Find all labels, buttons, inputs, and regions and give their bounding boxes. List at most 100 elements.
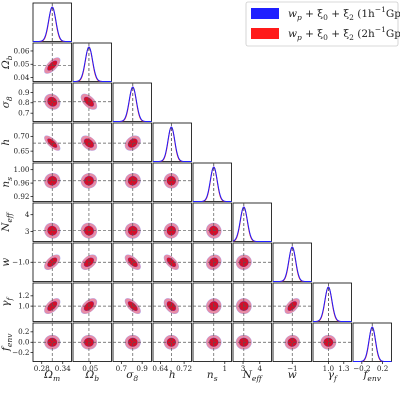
panel-frame: [152, 202, 192, 242]
panel-w-h: [152, 242, 192, 282]
contours: [73, 163, 112, 202]
x-tick-label: 0.9: [136, 364, 148, 373]
contours: [153, 243, 192, 282]
contours: [193, 203, 232, 242]
xlabel-gamma_f: γf: [328, 369, 338, 383]
y-tick-label: −0.2: [12, 348, 29, 357]
marginal-curve-series1: [353, 326, 392, 362]
marginal-curve-series1: [113, 86, 152, 122]
contour-68-series2: [128, 301, 138, 311]
ylabel-N_eff: Neff: [0, 211, 14, 233]
panel-n_s-Omega_b: [72, 162, 112, 202]
panel-Omega_m-Omega_m: [32, 2, 72, 42]
panel-h-h: [152, 122, 192, 162]
contours: [233, 323, 272, 362]
y-tick-label: 1.00: [13, 165, 29, 174]
xlabel-sigma_8: σ8: [126, 369, 138, 383]
xlabel-N_eff: Neff: [242, 369, 264, 383]
panel-n_s-n_s: [192, 162, 232, 202]
contours: [33, 83, 72, 122]
y-tick-label: 0.65: [13, 147, 29, 156]
ylabel-text: w: [0, 258, 12, 267]
contour-68-series2: [287, 337, 297, 347]
y-tick-label: 0.2: [18, 327, 29, 336]
contours: [273, 283, 312, 322]
panel-N_eff-h: [152, 202, 192, 242]
panel-N_eff-Omega_m: 43: [25, 202, 72, 242]
x-tick-label: 0.72: [176, 364, 192, 373]
ylabel-n_s: ns: [0, 177, 14, 188]
contours: [233, 243, 272, 282]
panel-n_s-Omega_m: 1.00 0.96 0.92: [13, 162, 72, 202]
contours: [193, 243, 232, 282]
y-tick-label: 0.8: [18, 98, 30, 107]
panel-w-sigma_8: [112, 242, 152, 282]
panel-sigma_8-Omega_b: [72, 82, 112, 122]
panel-w-n_s: [192, 242, 232, 282]
x-tick-label: 4: [257, 364, 262, 373]
xlabel-f_env: fenv: [363, 369, 382, 383]
panel-sigma_8-Omega_m: 0.90.8 0.7: [18, 82, 72, 122]
ylabel-f_env: fenv: [0, 333, 14, 352]
panel-gamma_f-h: [152, 282, 192, 322]
contours: [233, 283, 272, 322]
panel-gamma_f-sigma_8: [112, 282, 152, 322]
x-tick-label: −0.2: [353, 364, 370, 373]
contours: [113, 203, 152, 242]
xlabel-n_s: ns: [207, 369, 218, 383]
panel-gamma_f-Omega_b: [72, 282, 112, 322]
contours: [33, 43, 72, 82]
contours: [33, 243, 72, 282]
panel-sigma_8-sigma_8: [112, 82, 152, 122]
x-tick-label: 0.28: [34, 364, 50, 373]
panel-f_env-w: −1: [272, 322, 312, 373]
contour-68-series2: [47, 257, 58, 267]
contours: [193, 283, 232, 322]
ylabel-text: Ωb: [0, 55, 14, 70]
panel-f_env-sigma_8: 0.7 0.9: [112, 322, 152, 373]
panel-h-sigma_8: [112, 122, 152, 162]
panel-N_eff-n_s: [192, 202, 232, 242]
x-tick-label: 0.05: [82, 364, 98, 373]
ylabel-sigma_8: σ8: [0, 96, 14, 108]
legend-swatch: [251, 8, 279, 19]
y-tick-label: 0.96: [13, 178, 29, 187]
panel-w-Omega_b: [72, 242, 112, 282]
y-tick-label: 0.92: [13, 192, 29, 201]
ylabel-text: fenv: [0, 333, 14, 352]
legend-swatch: [251, 28, 279, 39]
panel-w-Omega_m: −1.0: [12, 242, 72, 282]
ylabel-text: Neff: [0, 211, 14, 233]
panel-f_env-Omega_m: 0.28 0.34 0.2 0.0−0.2: [12, 322, 72, 373]
ylabel-gamma_f: γf: [0, 297, 14, 307]
contour-68-series2: [47, 337, 58, 347]
y-tick-label: 0.9: [18, 88, 30, 97]
contour-68-series2: [47, 96, 58, 107]
panel-f_env-Omega_b: 0.05: [72, 322, 112, 373]
contours: [273, 323, 312, 362]
contours: [73, 283, 112, 322]
marginal-curve-series1: [273, 246, 312, 282]
contour-68-series2: [166, 337, 176, 347]
panel-frame: [232, 202, 272, 242]
x-tick-label: −1: [287, 364, 298, 373]
contours: [33, 323, 72, 362]
y-tick-label: 3: [25, 227, 30, 236]
y-tick-label: 4: [25, 210, 30, 219]
panel-frame: [112, 82, 152, 122]
contours: [33, 283, 72, 322]
panel-f_env-h: 0.64 0.72: [152, 322, 192, 373]
contours: [153, 283, 192, 322]
contours: [153, 203, 192, 242]
panel-gamma_f-N_eff: [232, 282, 272, 322]
panel-gamma_f-w: [272, 282, 312, 322]
xlabel-Omega_b: Ωb: [84, 369, 99, 383]
panel-n_s-h: [152, 162, 192, 202]
contours: [73, 323, 112, 362]
y-tick-label: 0.06: [13, 46, 29, 55]
y-tick-label: 0.70: [13, 132, 29, 141]
panel-n_s-sigma_8: [112, 162, 152, 202]
ylabel-w: w: [0, 258, 12, 267]
